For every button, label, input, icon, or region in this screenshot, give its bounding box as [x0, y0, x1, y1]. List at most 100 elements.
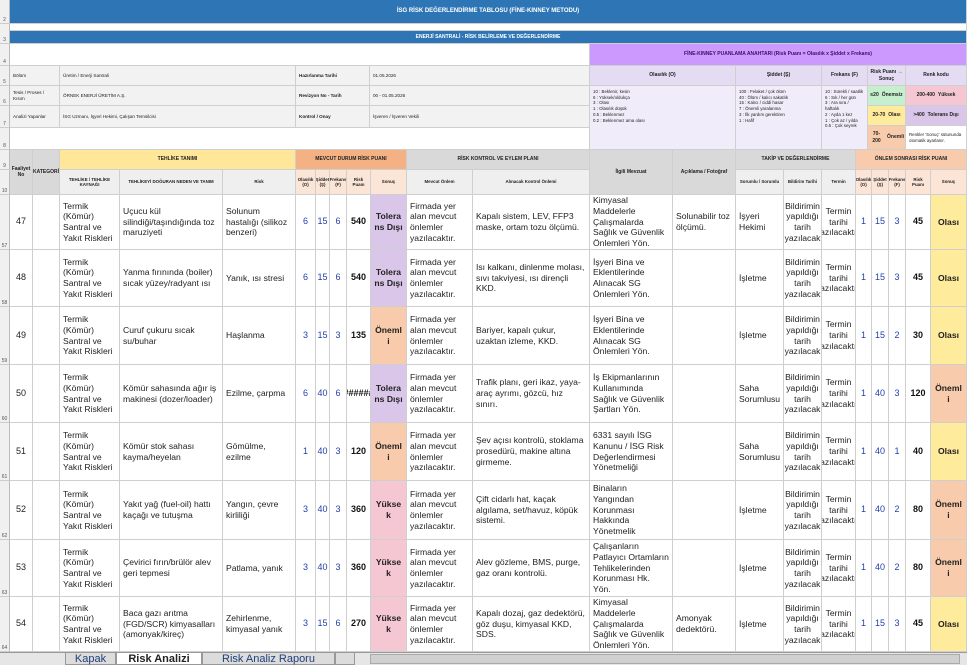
header-column: Şiddet (Ş) [316, 170, 330, 195]
cell-notify: Bildirimin yapıldığı tarih yazılacak [784, 481, 822, 540]
cell-law: İşyeri Bina ve Eklentilerinde Alınacak S… [590, 307, 673, 365]
cell-notify: Bildirimin yapıldığı tarih yazılacak [784, 597, 822, 652]
row-number: 9 [0, 150, 10, 170]
cell-notify: Bildirimin yapıldığı tarih yazılacak [784, 540, 822, 597]
sheet-tab[interactable]: Risk Analiz Raporu [202, 653, 335, 665]
cell-s: 15 [316, 307, 330, 365]
cell-owner: İşletme [736, 481, 784, 540]
cell-risk: Patlama, yanık [223, 540, 296, 597]
cell-risk: Solunum hastalığı (silikoz benzeri) [223, 195, 296, 250]
info-value: İSG Uzmanı, İşyeri Hekimi, Çalışan Temsi… [60, 106, 296, 128]
cell-score: 120 [347, 423, 371, 481]
row-number: 5 [0, 66, 10, 86]
cell-o2: 1 [856, 597, 872, 652]
level-label: Önemsiz [881, 92, 903, 99]
sheet-tab[interactable]: Risk Analizi [116, 653, 202, 665]
row-number: 3 [0, 24, 10, 44]
cell-source: Termik (Kömür) Santral ve Yakıt Riskleri [60, 597, 120, 652]
cell-o2: 1 [856, 423, 872, 481]
cell-s: 15 [316, 195, 330, 250]
cell-deadline: Termin tarihi yazılacaktır. [822, 195, 856, 250]
key-item: 1 : Hafif [739, 117, 755, 123]
cell-o: 1 [296, 423, 316, 481]
header-group: ÖNLEM SONRASI RİSK PUANI [856, 150, 967, 170]
cell-result: Yüksek [371, 597, 407, 652]
cell-s2: 15 [872, 597, 889, 652]
cell-source: Termik (Kömür) Santral ve Yakıt Riskleri [60, 307, 120, 365]
scrollbar[interactable] [370, 654, 960, 664]
blank [10, 44, 590, 66]
row-number: 59 [0, 307, 10, 365]
header-column: Risk [223, 170, 296, 195]
level-range: ≤20 [870, 92, 879, 99]
key-item: 10 : Sürekli / saatlik [825, 89, 864, 94]
cell-f2: 2 [889, 481, 906, 540]
risk-level: 200-400 Yüksek [906, 86, 967, 106]
cell-score: 360 [347, 540, 371, 597]
header-group: İlgili Mevzuat [590, 150, 673, 195]
cell-deadline: Termin tarihi yazılacaktır. [822, 540, 856, 597]
cell-owner: İşletme [736, 597, 784, 652]
cell-hazard: Çevirici fırın/brülör alev geri tepmesi [120, 540, 223, 597]
header-column: Sonuç [371, 170, 407, 195]
cell-result2: Önemli [931, 540, 967, 597]
cell-note [673, 307, 736, 365]
row-number: 6 [0, 86, 10, 106]
cell-owner: İşletme [736, 307, 784, 365]
cell-score2: 45 [906, 195, 931, 250]
header-column: Mevcut Önlem [407, 170, 473, 195]
cell-hazard: Curuf çukuru sıcak su/buhar [120, 307, 223, 365]
cell-score2: 40 [906, 423, 931, 481]
cell-s2: 15 [872, 195, 889, 250]
cell-s: 40 [316, 365, 330, 423]
cell-result: Önemli [371, 423, 407, 481]
cell-hazard: Kömür stok sahası kayma/heyelan [120, 423, 223, 481]
sheet-tab[interactable]: Kapak [65, 653, 116, 665]
risk-level: 70-200 Önemli [868, 126, 906, 150]
header-column: Olasılık (O) [856, 170, 872, 195]
level-range: 20-70 [872, 112, 886, 119]
cell-action: Bariyer, kapalı çukur, uzaktan izleme, K… [473, 307, 590, 365]
cell-action: Kapalı dozaj, gaz dedektörü, göz duşu, k… [473, 597, 590, 652]
level-label: Önemli [887, 134, 904, 141]
cell-action: Çift cidarlı hat, kaçak algılama, set/ha… [473, 481, 590, 540]
row-number: 61 [0, 423, 10, 481]
key-note: Renkler 'Sonuç' sütununda otomatik ayarl… [906, 126, 967, 150]
cell-law: Çalışanların Patlayıcı Ortamların Tehlik… [590, 540, 673, 597]
cell-f2: 1 [889, 423, 906, 481]
cell-note: Solunabilir toz ölçümü. [673, 195, 736, 250]
cell-s2: 15 [872, 307, 889, 365]
cell-score2: 80 [906, 481, 931, 540]
info-label: Analizi Yapanlar [10, 106, 60, 128]
row-number: 64 [0, 597, 10, 652]
key-item: 40 : Ölüm / kalıcı sakatlık [739, 94, 789, 100]
cell-score2: 80 [906, 540, 931, 597]
new-sheet-tab[interactable] [335, 653, 355, 665]
key-item: 3 : İlk yardım gerektiren [739, 111, 785, 117]
cell-f2: 2 [889, 540, 906, 597]
cell-f: 6 [330, 365, 347, 423]
cell-law: Binaların Yangından Korunması Hakkında Y… [590, 481, 673, 540]
cell-result2: Önemli [931, 365, 967, 423]
cell-f: 6 [330, 195, 347, 250]
info-value: Üretim / Enerji Santrali [60, 66, 296, 86]
cell-s: 40 [316, 481, 330, 540]
cell-action: Alev gözleme, BMS, purge, gaz oranı kont… [473, 540, 590, 597]
cell-note [673, 423, 736, 481]
header-group: TAKİP VE DEĞERLENDİRME [736, 150, 856, 170]
cell [33, 195, 60, 250]
cell-current: Firmada yer alan mevcut önlemler yazılac… [407, 423, 473, 481]
cell-f2: 3 [889, 250, 906, 307]
cell-f2: 3 [889, 597, 906, 652]
cell-hazard: Baca gazı arıtma (FGD/SCR) kimyasalları … [120, 597, 223, 652]
row-number: 4 [0, 44, 10, 66]
cell-o: 6 [296, 195, 316, 250]
cell-result2: Olası [931, 423, 967, 481]
cell-result: Tolerans Dışı [371, 365, 407, 423]
cell-f2: 3 [889, 195, 906, 250]
info-value: İşveren / İşveren Vekili [370, 106, 590, 128]
header-group: TEHLİKE TANIMI [60, 150, 296, 170]
cell-source: Termik (Kömür) Santral ve Yakıt Riskleri [60, 250, 120, 307]
cell-owner: İşletme [736, 540, 784, 597]
header-column: Sorumlu / Sorumlu [736, 170, 784, 195]
